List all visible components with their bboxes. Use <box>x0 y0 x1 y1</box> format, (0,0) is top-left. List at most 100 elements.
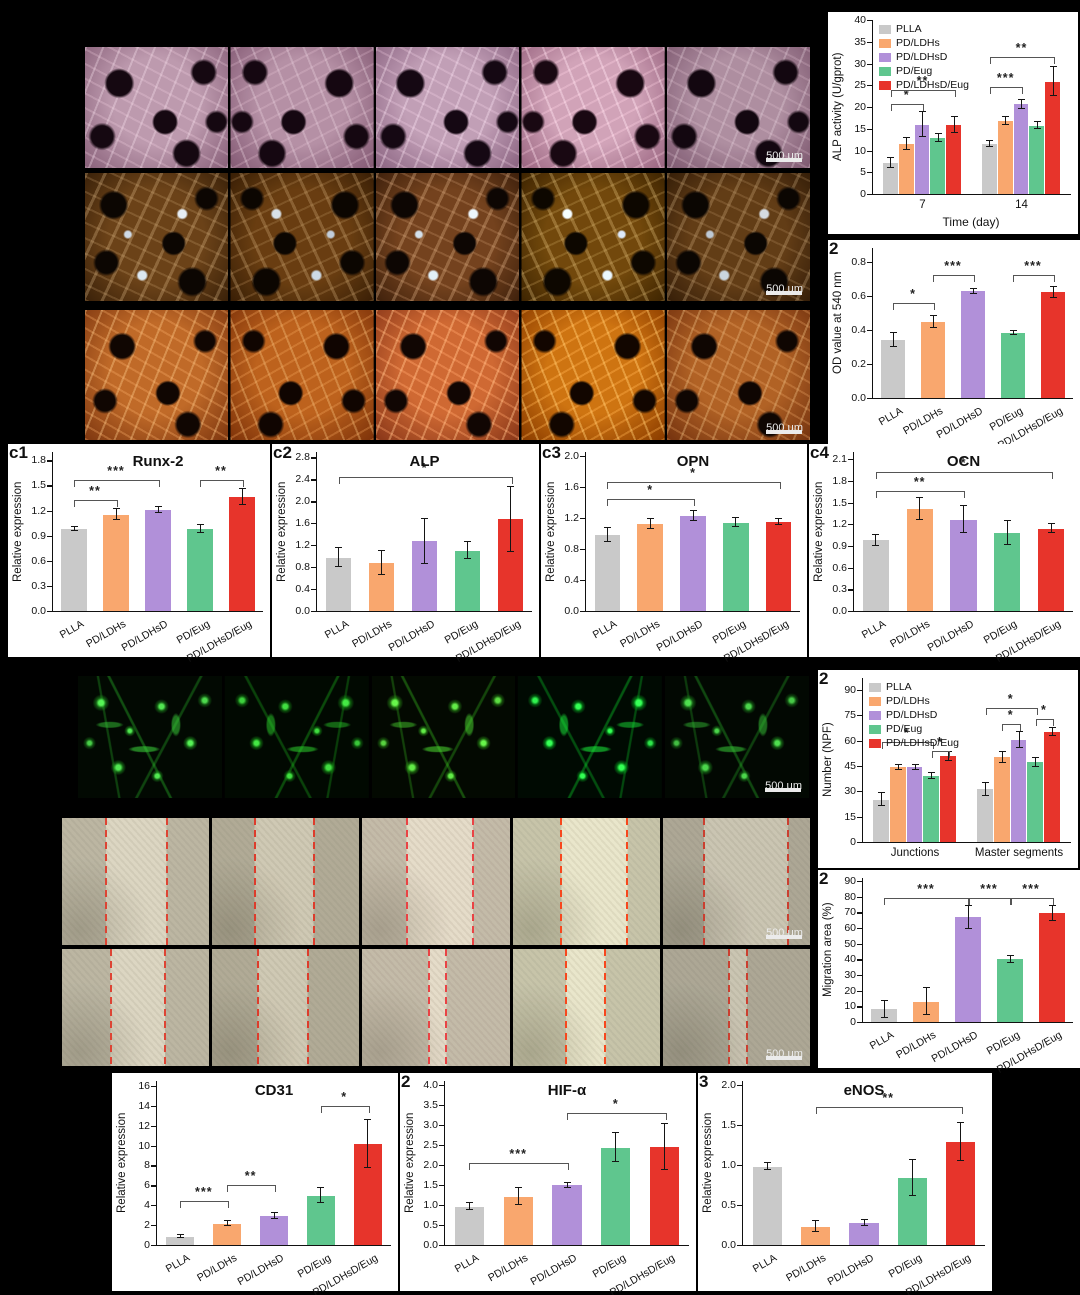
data-bar <box>1043 731 1060 842</box>
y-tick-label: 0.6 <box>851 289 866 302</box>
legend-swatch <box>879 38 891 48</box>
y-tick-mark <box>857 896 862 898</box>
y-tick-mark <box>311 611 316 613</box>
y-tick-mark <box>311 479 316 481</box>
y-tick-mark <box>867 85 872 87</box>
y-tick-label: 1.2 <box>564 511 579 524</box>
y-tick-mark <box>151 1185 156 1187</box>
data-bar <box>454 550 481 611</box>
y-tick-mark <box>867 363 872 366</box>
scratch-edge-line <box>471 818 474 945</box>
data-bar <box>1045 81 1061 194</box>
legend-item: PLLA <box>879 22 969 36</box>
y-tick-label: 1.2 <box>31 504 46 517</box>
error-bar <box>969 287 977 294</box>
data-bar <box>997 120 1013 194</box>
y-axis-label: Relative expression <box>545 481 557 582</box>
y-tick-mark <box>439 1125 444 1127</box>
significance-bracket <box>607 498 695 506</box>
x-tick-label: PD/Eug <box>295 1252 333 1281</box>
significance-bracket <box>989 86 1024 94</box>
y-tick-mark <box>737 1085 742 1087</box>
error-bar <box>1003 519 1011 546</box>
scale-bar: 500 μm <box>766 927 803 939</box>
error-bar <box>317 1187 325 1204</box>
data-bar <box>997 959 1023 1022</box>
legend-label: PLLA <box>886 681 912 693</box>
x-tick-label: PD/Eug <box>590 1252 628 1281</box>
y-axis-label: ALP activity (U/gprot) <box>832 52 844 162</box>
x-tick-label: PD/Eug <box>887 1252 925 1281</box>
y-axis-label: OD value at 540 nm <box>832 271 844 375</box>
micro-image <box>85 47 228 168</box>
scale-bar: 500 μm <box>766 1048 803 1060</box>
significance-bracket <box>989 56 1056 64</box>
significance-label: *** <box>1024 259 1042 274</box>
scale-bar: 500 μm <box>766 422 803 434</box>
x-tick-label: PLLA <box>867 1029 896 1053</box>
error-bar <box>70 525 78 531</box>
significance-bracket <box>338 476 513 484</box>
y-tick-label: 90 <box>844 683 856 696</box>
y-tick-mark <box>439 1165 444 1167</box>
significance-label: * <box>341 1089 348 1104</box>
error-bar <box>908 1158 916 1196</box>
error-bar <box>903 136 911 150</box>
micro-image <box>212 818 360 945</box>
scale-bar-line <box>766 158 803 162</box>
scratch-edge-line <box>256 949 259 1066</box>
significance-label: * <box>1007 692 1014 707</box>
y-tick-label: 10 <box>854 144 866 157</box>
significance-label: * <box>903 87 910 102</box>
y-tick-mark <box>151 1085 156 1088</box>
chart-number-npf: Junctions Master segments * * * * * PLLA PD/LDHs… <box>818 669 1078 868</box>
y-tick-mark <box>737 1245 742 1247</box>
chart-title: HIF-α <box>547 1082 587 1099</box>
chart-alp-activity: 7 14 * ** *** ** PLLA PD/LDHs PD/LDHsD PD/Eug PD/L… <box>828 12 1078 234</box>
significance-bracket <box>875 472 1054 480</box>
micro-image <box>376 173 519 301</box>
data-bar <box>680 516 706 611</box>
data-bar <box>594 534 621 611</box>
error-bar <box>335 547 342 567</box>
micro-image <box>230 310 374 440</box>
legend-item: PD/LDHs <box>869 694 959 708</box>
x-tick-label: PLLA <box>591 618 620 642</box>
y-tick-label: 2.0 <box>721 1079 736 1091</box>
legend-item: PD/LDHsD <box>879 50 969 64</box>
y-tick-label: 15 <box>844 810 856 823</box>
data-bar <box>1013 104 1029 194</box>
y-tick-mark <box>848 545 853 548</box>
y-tick-mark <box>848 589 853 591</box>
error-bar <box>646 517 654 530</box>
scale-bar-line <box>766 935 803 939</box>
y-tick-label: 12 <box>138 1119 150 1132</box>
y-tick-label: 3.0 <box>423 1119 438 1131</box>
significance-label: *** <box>1022 882 1040 897</box>
y-tick-mark <box>439 1085 444 1087</box>
error-bar <box>507 485 514 552</box>
y-tick-label: 1.0 <box>721 1159 736 1171</box>
data-bar <box>1027 762 1043 842</box>
micro-image <box>518 676 663 798</box>
data-bar <box>923 775 939 842</box>
significance-label: *** <box>195 1185 213 1200</box>
error-bar <box>223 1220 231 1227</box>
chart-title: OCN <box>946 453 981 470</box>
significance-label: ** <box>916 74 929 89</box>
y-tick-label: 60 <box>844 734 856 747</box>
legend-item: PD/Eug <box>869 722 959 736</box>
error-bar <box>1018 98 1025 109</box>
data-bar <box>881 339 905 398</box>
y-tick-label: 2.4 <box>295 473 310 486</box>
plot-area: PLLA PD/LDHs PD/LDHsD PD/Eug PD/LDHsD/Eug * * O… <box>585 452 800 665</box>
y-tick-mark <box>867 128 872 130</box>
y-tick-mark <box>311 567 316 569</box>
y-axis-label: Relative expression <box>276 481 288 582</box>
error-bar <box>1048 727 1056 736</box>
y-tick-mark <box>848 567 853 569</box>
y-axis-label: Relative expression <box>12 481 24 582</box>
y-tick-mark <box>848 524 853 526</box>
